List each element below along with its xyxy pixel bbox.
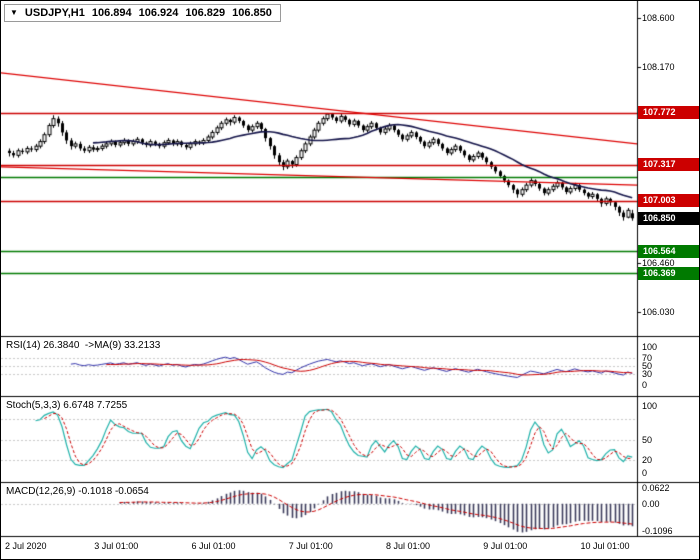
support-price-tag: 106.369 [638,266,699,280]
rsi-axis-tick: 70 [642,353,653,364]
symbol-period-label: USDJPY,H1 [24,7,85,19]
macd-axis-tick: 0.00 [642,498,660,509]
ohlc-high-value: 106.924 [138,7,179,19]
price-axis-tick: 108.170 [642,62,675,73]
current-price-tag: 106.850 [638,211,699,225]
stoch-axis-tick: 0 [642,468,648,479]
macd-indicator-label: MACD(12,26,9) -0.1018 -0.0654 [6,486,149,497]
rsi-axis-tick: 50 [642,361,653,371]
rsi-indicator-label: RSI(14) 26.3840 ->MA(9) 33.2133 [6,340,161,351]
macd-axis-tick: -0.1096 [642,526,673,537]
rsi-axis-tick: 30 [642,368,653,379]
chart-title: ▼ USDJPY,H1 106.894 106.924 106.829 106.… [4,4,281,22]
stoch-axis-tick: 50 [642,434,653,445]
time-axis-label: 2 Jul 2020 [5,541,47,551]
time-axis-label: 6 Jul 01:00 [191,541,236,551]
stoch-axis-tick: 20 [642,454,653,465]
stoch-axis-tick: 100 [642,400,658,411]
time-axis-label: 10 Jul 01:00 [580,541,630,551]
time-axis-label: 3 Jul 01:00 [94,541,139,551]
ohlc-open-value: 106.894 [91,7,132,19]
ohlc-close-value: 106.850 [232,7,272,19]
resistance-price-tag: 107.772 [638,106,699,120]
ohlc-low-value: 106.829 [185,7,226,19]
time-axis-label: 8 Jul 01:00 [385,541,430,551]
macd-axis-tick: 0.0622 [642,483,670,494]
price-axis-tick: 106.030 [642,307,675,318]
time-axis-label: 9 Jul 01:00 [483,541,528,551]
price-axis-tick: 106.460 [642,257,675,268]
time-axis-label: 7 Jul 01:00 [288,541,333,551]
resistance-price-tag: 107.003 [638,194,699,208]
price-axis-tick: 108.600 [642,12,675,23]
rsi-axis-tick: 0 [642,380,648,391]
symbol-dropdown-icon[interactable]: ▼ [10,8,18,17]
support-price-tag: 106.564 [638,244,699,258]
resistance-price-tag: 107.317 [638,158,699,172]
stoch-indicator-label: Stoch(5,3,3) 6.6748 7.7255 [6,400,128,411]
rsi-axis-tick: 100 [642,341,658,352]
